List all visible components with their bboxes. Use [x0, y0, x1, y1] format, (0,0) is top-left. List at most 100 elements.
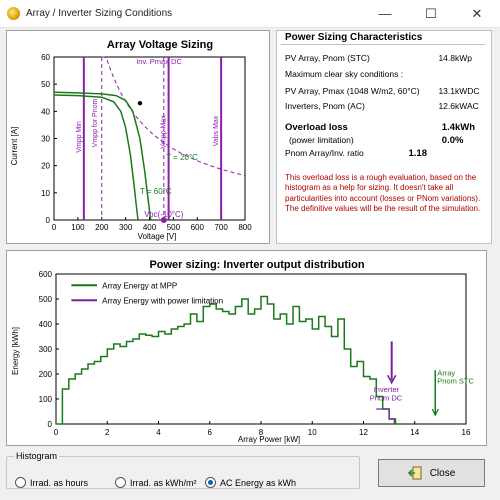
clear-sky-label: Maximum clear sky conditions : — [285, 69, 404, 79]
power-sizing-title: Power Sizing Characteristics — [285, 32, 423, 43]
mpp-energy-histogram — [56, 295, 402, 425]
array-pnom-label-1: Array — [437, 368, 455, 377]
inverter-pnom-arrowhead — [387, 374, 397, 385]
distribution-ytick-label: 300 — [39, 345, 53, 354]
radio-ac-energy[interactable]: AC Energy as kWh — [205, 477, 296, 488]
power-sizing-panel: Power Sizing Characteristics PV Array, P… — [276, 30, 492, 244]
pv-pnom-value: 14.8 — [438, 53, 455, 63]
vmpp-min-label: Vmpp Min — [76, 121, 83, 153]
vmpp-max-label: Vmpp Max — [161, 115, 168, 149]
overload-value: 1.4 — [441, 122, 455, 133]
distribution-ytick-label: 500 — [39, 295, 53, 304]
distribution-xtick-label: 6 — [208, 428, 213, 437]
array-pnom-label-2: Pnom STC — [437, 377, 474, 386]
voltage-ytick-label: 10 — [41, 189, 50, 198]
radio-irrad-hours-circle[interactable] — [15, 477, 26, 488]
minimize-button[interactable]: — — [378, 6, 392, 21]
voltage-xtick-label: 400 — [143, 223, 157, 232]
voltage-xtick-label: 200 — [95, 223, 109, 232]
overload-label: Overload loss — [285, 122, 348, 133]
voc-label: Voc(-10°C) — [144, 210, 184, 219]
power-limit-value: 0.0 — [441, 135, 455, 146]
overload-note-text: This overload loss is a rough evaluation… — [285, 173, 481, 203]
distribution-xtick-label: 8 — [259, 428, 264, 437]
inv-pmax-label: Inv. Pmax DC — [136, 57, 182, 66]
close-window-button[interactable]: ✕ — [471, 6, 483, 21]
distribution-ytick-label: 600 — [39, 270, 53, 279]
radio-ac-energy-label: AC Energy as kWh — [220, 477, 297, 488]
maximize-button[interactable]: ☐ — [425, 6, 437, 21]
limited-energy-histogram — [376, 408, 395, 424]
voltage-xtick-label: 700 — [214, 223, 228, 232]
pv-pnom-label: PV Array, Pnom (STC) — [285, 53, 370, 63]
distribution-ytick-label: 400 — [39, 320, 53, 329]
voltage-chart: Array Voltage Sizing Voltage [V] Current… — [10, 39, 252, 241]
distribution-xtick-label: 2 — [105, 428, 110, 437]
voltage-ytick-label: 20 — [41, 162, 50, 171]
voltage-xtick-label: 500 — [167, 223, 181, 232]
distribution-ylabel: Energy [kWh] — [11, 327, 20, 375]
distribution-ytick-label: 100 — [39, 395, 53, 404]
voltage-xtick-label: 800 — [238, 223, 252, 232]
voltage-ytick-label: 30 — [41, 135, 50, 144]
radio-irrad-kwhm2[interactable]: Irrad. as kWh/m² — [115, 477, 197, 488]
pv-pmax-label: PV Array, Pmax (1048 W/m2, 60°C) — [285, 86, 420, 96]
vabs-max-label: Vabs Max — [213, 115, 220, 146]
distribution-xtick-label: 16 — [462, 428, 471, 437]
voltage-xtick-label: 600 — [191, 223, 205, 232]
inv-pnom-value: 12.6 — [438, 101, 455, 111]
distribution-chart: Power sizing: Inverter output distributi… — [11, 259, 475, 444]
pv-pnom-unit: kWp — [455, 53, 472, 63]
voltage-ytick-label: 0 — [46, 216, 51, 225]
distribution-xtick-label: 12 — [359, 428, 368, 437]
voltage-chart-title: Array Voltage Sizing — [107, 39, 213, 51]
t20-label: T = 20°C — [166, 153, 198, 162]
exit-door-icon — [407, 466, 422, 480]
close-button[interactable]: Close — [378, 459, 485, 487]
distribution-xtick-label: 14 — [410, 428, 419, 437]
distribution-xlabel: Array Power [kW] — [238, 435, 300, 444]
title-bar: Array / Inverter Sizing Conditions — ☐ ✕ — [0, 0, 500, 28]
histogram-legend: Histogram — [16, 451, 58, 461]
window-title: Array / Inverter Sizing Conditions — [26, 8, 173, 19]
distribution-ytick-label: 200 — [39, 370, 53, 379]
radio-ac-energy-circle[interactable] — [205, 477, 216, 488]
distribution-xtick-label: 4 — [156, 428, 161, 437]
histogram-group: Histogram Irrad. as hours Irrad. as kWh/… — [6, 451, 360, 489]
array-pnom-arrowhead — [431, 408, 439, 417]
voltage-ytick-label: 40 — [41, 107, 50, 116]
t60-label: T = 60°C — [140, 187, 172, 196]
voltage-chart-panel: Array Voltage Sizing Voltage [V] Current… — [6, 30, 270, 244]
distribution-chart-panel: Power sizing: Inverter output distributi… — [6, 250, 487, 446]
voltage-xtick-label: 300 — [119, 223, 133, 232]
voltage-ylabel: Current [A] — [10, 127, 19, 166]
voltage-ytick-label: 60 — [41, 53, 50, 62]
mpp-point — [137, 100, 143, 106]
voltage-xtick-label: 0 — [52, 223, 57, 232]
radio-irrad-hours[interactable]: Irrad. as hours — [15, 477, 88, 488]
pv-pmax-unit: kWDC — [455, 86, 480, 96]
voltage-plot-frame — [53, 56, 246, 221]
radio-irrad-kwhm2-circle[interactable] — [115, 477, 126, 488]
legend-mpp-label: Array Energy at MPP — [102, 281, 177, 290]
overload-unit: kWh — [455, 122, 476, 133]
inverter-pnom-label-1: Inverter — [374, 385, 400, 394]
distribution-ytick-label: 0 — [48, 420, 53, 429]
power-limit-label: (power limitation) — [289, 135, 354, 145]
distribution-xtick-label: 10 — [308, 428, 317, 437]
radio-irrad-kwhm2-label: Irrad. as kWh/m² — [130, 477, 197, 488]
radio-irrad-hours-label: Irrad. as hours — [30, 477, 89, 488]
voltage-xlabel: Voltage [V] — [138, 232, 177, 241]
legend-limit-label: Array Energy with power limitation — [102, 296, 223, 305]
iv-curve-60c — [53, 94, 139, 221]
vmpp-pnom-label: Vmpp for Pnom — [92, 99, 99, 148]
power-limit-unit: % — [455, 135, 464, 146]
voltage-xtick-label: 100 — [71, 223, 85, 232]
voltage-ytick-label: 50 — [41, 80, 50, 89]
iv-curve-20c — [53, 91, 152, 221]
simulation-note-text: The definitive values will be the result… — [285, 204, 481, 214]
voc-marker — [160, 217, 167, 223]
inverter-pnom-label-2: Pnom DC — [370, 393, 403, 402]
app-icon — [7, 7, 20, 20]
overload-note: This overload loss is a rough evaluation… — [285, 173, 487, 215]
